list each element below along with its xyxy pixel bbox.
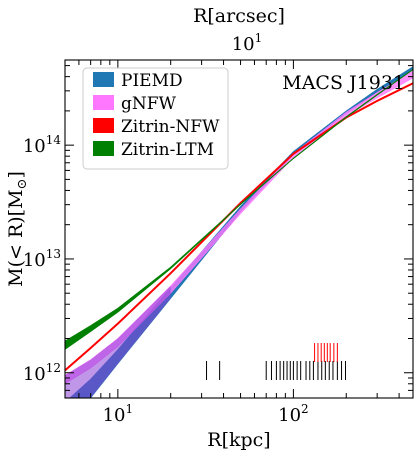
x-tick-label-exponent: 1 [125, 402, 133, 416]
x2-tick-label: 101 [232, 31, 263, 55]
y-tick-label: 1012 [23, 361, 61, 385]
x-tick-label: 101 [103, 402, 134, 426]
legend-swatch-zitrin-nfw [93, 118, 114, 133]
x2-tick-label-exponent: 1 [255, 31, 263, 45]
x2-tick-label-mantissa: 10 [232, 34, 255, 55]
series-band-zitrin-ltm [65, 68, 413, 350]
legend-label-zitrin-ltm: Zitrin-LTM [121, 140, 214, 160]
y-tick-label-exponent: 13 [46, 247, 61, 261]
legend-label-gnfw: gNFW [121, 94, 177, 114]
data-layer [65, 66, 413, 398]
legend-swatch-gnfw [93, 95, 114, 110]
y-tick-label-exponent: 12 [46, 361, 61, 375]
y-tick-label-exponent: 14 [46, 133, 62, 147]
band-overlap-shading [65, 285, 171, 398]
x-tick-label: 102 [278, 402, 309, 426]
y-axis-label: M(< R)[M⊙] [5, 171, 30, 287]
legend-swatch-piemd [93, 72, 114, 87]
legend: PIEMD gNFW Zitrin-NFW Zitrin-LTM [82, 67, 229, 170]
y-tick-label: 1013 [23, 247, 61, 271]
x2-axis-label: R[arcsec] [193, 5, 285, 27]
legend-label-zitrin-nfw: Zitrin-NFW [121, 117, 220, 137]
series-line-zitrin-nfw [65, 82, 413, 372]
legend-label-piemd: PIEMD [121, 71, 183, 91]
y-axis-label-close: ] [5, 171, 27, 178]
y-tick-label-mantissa: 10 [23, 364, 46, 385]
y-tick-label-mantissa: 10 [23, 136, 46, 157]
radius-rug-marks [206, 343, 346, 380]
x-tick-label-exponent: 2 [301, 402, 309, 416]
legend-swatch-zitrin-ltm [93, 141, 114, 156]
legend-frame [82, 67, 229, 170]
sun-symbol: ⊙ [15, 179, 30, 190]
x-axis-label: R[kpc] [207, 429, 270, 451]
cluster-name-label: MACS J1931 [282, 72, 405, 94]
y-axis-label-main: M(< R)[M [5, 189, 27, 286]
y-tick-label-mantissa: 10 [23, 250, 46, 271]
plot-frame [64, 59, 414, 399]
x-tick-label-mantissa: 10 [278, 405, 301, 426]
y-tick-label: 1014 [23, 133, 62, 157]
x-tick-label-mantissa: 10 [103, 405, 126, 426]
